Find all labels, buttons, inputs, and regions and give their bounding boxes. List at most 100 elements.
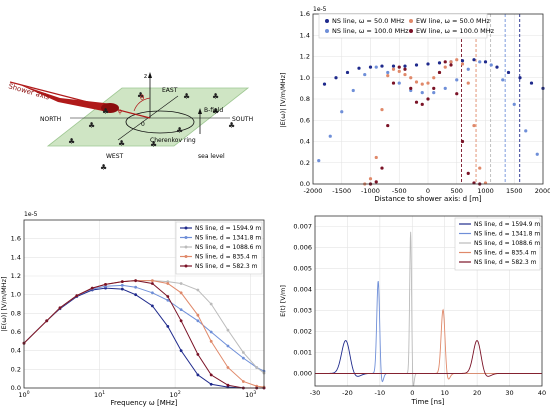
x-tick-label: -500 [392, 187, 407, 195]
x-tick-exponent: 2 [178, 390, 181, 396]
y-tick-label: 0.001 [293, 348, 312, 356]
legend-marker [409, 19, 413, 23]
spectrum-vs-frequency-chart: 100 101 102 1030.00.20.40.60.81.01.21.41.6 … [0, 211, 266, 407]
data-point [166, 298, 170, 302]
x-tick-label: 103 [245, 390, 256, 399]
series-line [23, 284, 265, 372]
data-point [391, 81, 396, 85]
series-line [23, 287, 264, 389]
north-label: NORTH [40, 116, 61, 123]
data-point [466, 81, 470, 85]
y-tick-label: 1.0 [300, 74, 310, 82]
data-point [368, 65, 373, 69]
data-point [166, 325, 170, 328]
data-point [58, 306, 62, 310]
legend-box [318, 13, 488, 39]
x-axis-label: Distance to shower axis: d [m] [374, 195, 481, 203]
data-point [466, 171, 470, 175]
series-markers [322, 58, 545, 90]
theta-arc [133, 97, 151, 112]
data-point [386, 74, 390, 78]
data-point [134, 285, 138, 289]
x-tick-label: 101 [94, 390, 105, 399]
y-tick-label: 0.8 [11, 309, 21, 317]
data-point [196, 319, 200, 323]
data-point [397, 65, 401, 69]
legend-marker [409, 29, 413, 33]
data-point [414, 63, 419, 67]
legend-label: NS line, d = 835.4 m [474, 250, 537, 257]
y-tick-label: 0.003 [293, 306, 312, 314]
legend-marker [184, 264, 188, 268]
data-point [196, 288, 200, 292]
x-tick-label: -1500 [332, 187, 351, 195]
data-point [380, 108, 384, 112]
y-tick-label: 1.6 [300, 10, 310, 18]
data-point [386, 70, 390, 75]
x-tick-label: -10 [375, 389, 386, 397]
y-axis-label: E(t) [V/m] [279, 285, 287, 317]
legend-label: NS line, ω = 50.0 MHz [332, 17, 405, 25]
antenna-icon: ♣ [102, 107, 109, 116]
y-tick-label: 1.2 [11, 272, 21, 280]
y-tick-label: 0.6 [300, 116, 310, 124]
shower-cone [18, 84, 113, 112]
x-tick-label: 0 [426, 187, 430, 195]
data-point [209, 382, 213, 386]
data-point [368, 177, 373, 181]
x-tick-exponent: 1 [102, 390, 105, 396]
data-point [432, 76, 436, 80]
legend-label: NS line, d = 582.3 m [474, 259, 537, 266]
data-point [150, 279, 154, 283]
data-point [340, 110, 344, 114]
x-tick-label: 100 [18, 390, 29, 399]
y-axis-label: |E(ω)| [V/m/MHz] [0, 276, 8, 331]
exponent-label: 1e-5 [313, 6, 327, 13]
data-point [374, 155, 378, 160]
antenna-icon: ♣ [118, 139, 125, 148]
data-point [391, 64, 396, 68]
y-tick-label: 0.6 [11, 328, 21, 336]
antenna-icon: ♣ [176, 126, 183, 135]
data-point [317, 159, 321, 163]
field-vs-distance-chart: -2000 -1500 -1000 -500 0 500 1000 1500 2000 0.0 0.… [279, 6, 550, 203]
data-point [501, 78, 505, 82]
data-point [134, 293, 138, 297]
east-label: EAST [162, 87, 178, 94]
x-tick-label: 40 [538, 389, 546, 397]
data-point [460, 59, 465, 63]
data-point [380, 64, 384, 68]
series-markers [22, 279, 266, 390]
data-point [478, 60, 482, 64]
data-point [403, 64, 407, 68]
data-point [179, 282, 183, 285]
bfield-arrowhead [198, 108, 202, 114]
data-point [166, 282, 170, 285]
antenna-icon: ♣ [228, 121, 235, 130]
data-point [529, 81, 534, 85]
y-tick-label: 0.005 [293, 264, 312, 272]
y-tick-label: 0.004 [293, 285, 312, 293]
data-point [45, 319, 49, 323]
legend-marker [184, 226, 188, 230]
data-point [226, 344, 230, 348]
data-point [455, 92, 459, 96]
data-point [322, 82, 327, 86]
data-point [328, 134, 332, 138]
y-tick-label: 1.6 [11, 235, 21, 243]
data-point [420, 82, 424, 86]
exponent-label: 1e-5 [24, 211, 38, 218]
data-point [414, 100, 419, 104]
origin-label: 0 [141, 121, 145, 128]
data-point [483, 60, 488, 64]
x-tick-label: 0 [410, 389, 414, 397]
theta-label: θ [140, 94, 144, 102]
z-axis-arrowhead [148, 72, 152, 78]
data-point [455, 58, 459, 62]
y-tick-label: 1.0 [11, 291, 21, 299]
x-tick-label: -1000 [361, 187, 380, 195]
data-point [420, 102, 424, 106]
legend-label: NS line, d = 835.4 m [195, 254, 258, 261]
legend: NS line, d = 1594.9 m NS line, d = 1341.8… [454, 217, 540, 271]
plot-frame [23, 219, 265, 389]
